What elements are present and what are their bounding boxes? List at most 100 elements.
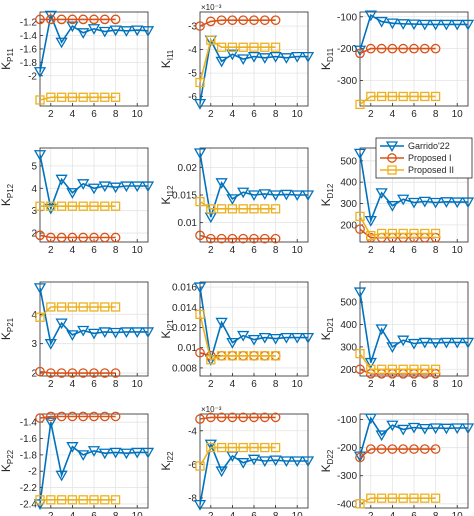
data-point <box>56 14 67 25</box>
data-point <box>270 442 281 453</box>
data-point <box>430 228 441 239</box>
data-point <box>45 14 56 25</box>
data-point <box>238 351 248 361</box>
data-point <box>99 411 110 422</box>
data-point <box>110 92 121 102</box>
xtick-label: 4 <box>390 109 396 120</box>
series-line-proposed-ii <box>39 306 116 318</box>
data-point <box>420 493 430 503</box>
data-point <box>195 414 205 424</box>
xtick-label: 2 <box>368 109 374 120</box>
data-point <box>205 233 216 244</box>
data-point <box>409 493 419 503</box>
panel-kd12: 200 300 400 500 2 4 6 8 10 KD12 <box>319 147 474 256</box>
data-point <box>46 302 56 312</box>
series-line-proposed-i <box>199 19 276 27</box>
axes-box <box>39 413 149 509</box>
axis-multiplier: ×10⁻³ <box>201 405 222 414</box>
data-point <box>418 337 431 349</box>
data-point <box>193 148 207 160</box>
data-point <box>67 201 78 211</box>
ytick-label: 200 <box>340 220 357 231</box>
data-point <box>98 448 111 460</box>
xtick-label: 10 <box>452 109 464 120</box>
data-point <box>409 228 419 239</box>
panel-kd22: -400-300-200-100246810KD22Iteration <box>319 413 474 516</box>
ytick-label: 2 <box>31 229 37 240</box>
data-point <box>269 455 282 467</box>
legend-entry: Proposed I <box>408 153 452 163</box>
ytick-label: -2 <box>28 71 37 82</box>
data-point <box>249 233 259 244</box>
data-point <box>355 211 365 222</box>
data-point <box>33 150 47 161</box>
data-point <box>56 368 67 378</box>
data-point <box>430 493 441 503</box>
ytick-label: 300 <box>340 199 357 210</box>
data-point <box>237 54 250 66</box>
data-point <box>227 351 238 361</box>
data-point <box>215 178 228 189</box>
xtick-label: 6 <box>91 245 97 256</box>
data-point <box>227 412 238 423</box>
data-point <box>386 18 399 30</box>
data-point <box>195 461 205 471</box>
data-point <box>259 233 270 244</box>
data-point <box>216 351 227 361</box>
ytick-label: -4 <box>188 45 197 56</box>
axes-box <box>359 11 469 107</box>
data-point <box>87 24 101 35</box>
xtick-label: 4 <box>70 109 76 120</box>
xtick-label: 10 <box>452 379 464 390</box>
data-point <box>78 302 88 312</box>
xtick-label: 4 <box>230 109 236 120</box>
data-point <box>110 201 121 211</box>
data-point <box>269 333 282 345</box>
legend-entry: Proposed II <box>408 165 454 175</box>
panel-kp21: 2 3 4 2 4 6 8 10 KP21 <box>0 281 155 390</box>
series-line-garrido-22 <box>359 416 468 457</box>
data-point <box>55 37 68 49</box>
data-point <box>418 19 431 31</box>
data-point <box>366 230 376 241</box>
data-point <box>56 411 67 422</box>
data-point <box>397 194 410 206</box>
data-point <box>78 232 89 243</box>
data-point <box>195 21 205 31</box>
xtick-label: 6 <box>251 379 257 390</box>
data-point <box>33 283 47 294</box>
data-point <box>55 318 68 330</box>
data-point <box>226 194 239 205</box>
data-point <box>98 26 111 38</box>
ytick-label: 200 <box>340 365 357 376</box>
data-point <box>67 92 78 102</box>
ytick-label: -2.4 <box>20 499 38 510</box>
data-point <box>206 204 216 214</box>
data-point <box>195 77 205 88</box>
ytick-label: 4 <box>31 310 37 321</box>
data-point <box>131 181 144 193</box>
data-point <box>387 364 398 374</box>
data-point <box>291 52 304 63</box>
data-point <box>35 366 45 377</box>
data-point <box>45 411 56 422</box>
data-point <box>78 14 89 25</box>
ytick-label: -2.2 <box>20 483 38 494</box>
data-point <box>67 368 78 378</box>
panel-kd21: 200 300 400 500 2 4 6 8 10 KD21 <box>319 281 474 390</box>
ytick-label: -5 <box>188 69 197 80</box>
data-point <box>398 43 409 54</box>
data-point <box>355 364 365 375</box>
data-point <box>55 470 68 482</box>
data-point <box>301 190 315 202</box>
series-line-proposed-i <box>39 415 116 419</box>
data-point <box>407 338 421 350</box>
ytick-label: 5 <box>31 161 37 172</box>
ytick-label: -3 <box>188 22 197 33</box>
data-point <box>215 317 228 329</box>
data-point <box>99 14 110 25</box>
ytick-label: 0.01 <box>178 343 198 354</box>
data-point <box>247 190 261 202</box>
series-line-garrido-22 <box>39 154 148 212</box>
data-point <box>110 302 121 312</box>
